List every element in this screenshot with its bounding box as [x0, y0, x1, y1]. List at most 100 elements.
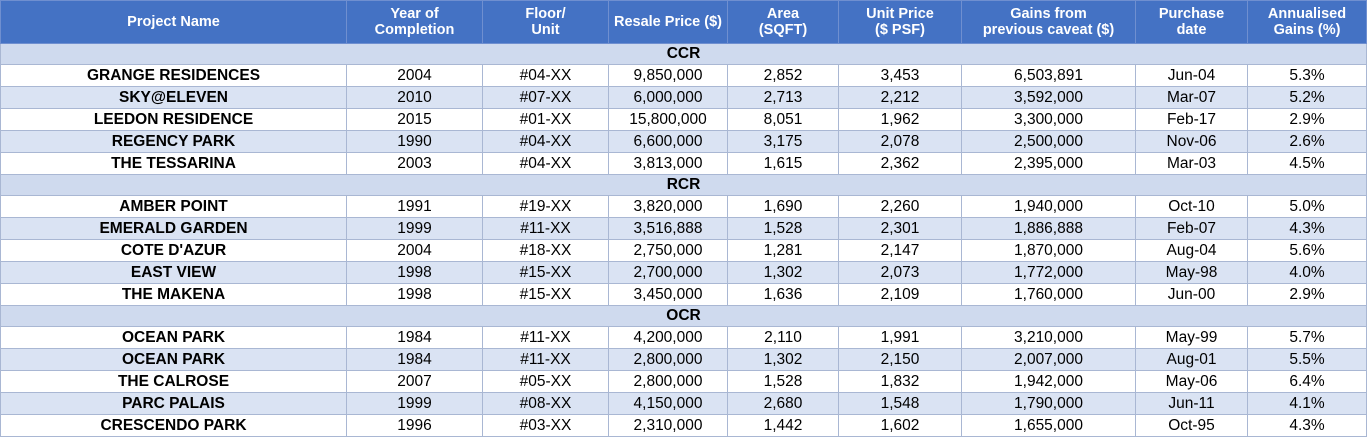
table-cell: #15-XX [482, 261, 609, 284]
table-cell: 1,772,000 [961, 261, 1136, 284]
table-cell: 5.3% [1247, 64, 1367, 87]
table-cell: #01-XX [482, 108, 609, 131]
section-row-rcr: RCR [0, 174, 1367, 196]
table-row: EMERALD GARDEN 1999 #11-XX 3,516,888 1,528 2,… [0, 217, 1367, 240]
table-cell: 3,450,000 [608, 283, 728, 306]
table-cell: REGENCY PARK [0, 130, 347, 153]
table-cell: 2,310,000 [608, 414, 728, 437]
table-cell: Feb-07 [1135, 217, 1248, 240]
header-purchase-date: Purchase date [1135, 0, 1248, 44]
table-cell: 1999 [346, 217, 483, 240]
table-cell: 2015 [346, 108, 483, 131]
table-cell: 1,690 [727, 195, 839, 218]
table-cell: May-98 [1135, 261, 1248, 284]
table-cell: OCEAN PARK [0, 326, 347, 349]
table-cell: 1,942,000 [961, 370, 1136, 393]
section-row-ocr: OCR [0, 305, 1367, 327]
table-cell: Aug-04 [1135, 239, 1248, 262]
table-cell: 1,528 [727, 370, 839, 393]
table-cell: OCEAN PARK [0, 348, 347, 371]
table-cell: #04-XX [482, 64, 609, 87]
table-cell: #04-XX [482, 152, 609, 175]
table-cell: 1,870,000 [961, 239, 1136, 262]
table-cell: 2,007,000 [961, 348, 1136, 371]
table-cell: COTE D'AZUR [0, 239, 347, 262]
table-row: THE CALROSE 2007 #05-XX 2,800,000 1,528 1,832… [0, 370, 1367, 393]
table-cell: 1,832 [838, 370, 962, 393]
table-cell: 1984 [346, 326, 483, 349]
table-cell: CRESCENDO PARK [0, 414, 347, 437]
table-cell: PARC PALAIS [0, 392, 347, 415]
header-floor-unit: Floor/Unit [482, 0, 609, 44]
table-cell: 6.4% [1247, 370, 1367, 393]
table-cell: #08-XX [482, 392, 609, 415]
table-row: EAST VIEW 1998 #15-XX 2,700,000 1,302 2,073 1,… [0, 261, 1367, 284]
table-cell: #04-XX [482, 130, 609, 153]
header-row: Project Name Year of Completion Floor/Uni… [0, 0, 1367, 44]
section-title: RCR [0, 174, 1367, 196]
table-cell: #19-XX [482, 195, 609, 218]
table-cell: 2.9% [1247, 108, 1367, 131]
table-cell: 1,528 [727, 217, 839, 240]
table-cell: 2004 [346, 239, 483, 262]
table-cell: 1991 [346, 195, 483, 218]
table-row: REGENCY PARK 1990 #04-XX 6,600,000 3,175 2,07… [0, 130, 1367, 153]
table-row: SKY@ELEVEN 2010 #07-XX 6,000,000 2,713 2,212 3… [0, 86, 1367, 109]
table-cell: 1,940,000 [961, 195, 1136, 218]
table-cell: 9,850,000 [608, 64, 728, 87]
table-cell: May-06 [1135, 370, 1248, 393]
table-cell: 1,790,000 [961, 392, 1136, 415]
table-cell: 1,615 [727, 152, 839, 175]
table-cell: 6,600,000 [608, 130, 728, 153]
table-cell: 1,302 [727, 348, 839, 371]
table-cell: 2.9% [1247, 283, 1367, 306]
table-cell: THE TESSARINA [0, 152, 347, 175]
table-cell: May-99 [1135, 326, 1248, 349]
table-cell: AMBER POINT [0, 195, 347, 218]
table-cell: 2,110 [727, 326, 839, 349]
header-year-of-completion: Year of Completion [346, 0, 483, 44]
table-cell: #05-XX [482, 370, 609, 393]
table-cell: Nov-06 [1135, 130, 1248, 153]
table-cell: 1990 [346, 130, 483, 153]
table-row: CRESCENDO PARK 1996 #03-XX 2,310,000 1,442 1,… [0, 414, 1367, 437]
table-cell: 1998 [346, 261, 483, 284]
table-cell: 3,175 [727, 130, 839, 153]
table-cell: SKY@ELEVEN [0, 86, 347, 109]
table-cell: Mar-07 [1135, 86, 1248, 109]
table-cell: 1,636 [727, 283, 839, 306]
table-row: THE MAKENA 1998 #15-XX 3,450,000 1,636 2,109 1… [0, 283, 1367, 306]
table-cell: 2,301 [838, 217, 962, 240]
table-cell: 4.5% [1247, 152, 1367, 175]
table-cell: 2007 [346, 370, 483, 393]
section-title: CCR [0, 43, 1367, 65]
table-cell: Jun-11 [1135, 392, 1248, 415]
table-cell: 2,150 [838, 348, 962, 371]
table-cell: 2,800,000 [608, 370, 728, 393]
table-cell: 5.5% [1247, 348, 1367, 371]
table-cell: 3,516,888 [608, 217, 728, 240]
table-cell: 4.3% [1247, 414, 1367, 437]
table-cell: 2.6% [1247, 130, 1367, 153]
table-cell: 5.7% [1247, 326, 1367, 349]
table-cell: 4,200,000 [608, 326, 728, 349]
table-cell: 8,051 [727, 108, 839, 131]
table-row: OCEAN PARK 1984 #11-XX 4,200,000 2,110 1,991 3… [0, 326, 1367, 349]
table-cell: #07-XX [482, 86, 609, 109]
table-cell: 2,362 [838, 152, 962, 175]
table-cell: 4,150,000 [608, 392, 728, 415]
table-cell: Jun-00 [1135, 283, 1248, 306]
table-cell: 2,713 [727, 86, 839, 109]
table-cell: 2,073 [838, 261, 962, 284]
header-unit-price: Unit Price ($ PSF) [838, 0, 962, 44]
table-cell: 6,503,891 [961, 64, 1136, 87]
table-cell: 2,395,000 [961, 152, 1136, 175]
table-cell: 2,500,000 [961, 130, 1136, 153]
table-cell: 2,750,000 [608, 239, 728, 262]
table-cell: 1999 [346, 392, 483, 415]
table-cell: 1,991 [838, 326, 962, 349]
table-cell: 1998 [346, 283, 483, 306]
table-cell: 3,813,000 [608, 152, 728, 175]
table-cell: 1,760,000 [961, 283, 1136, 306]
